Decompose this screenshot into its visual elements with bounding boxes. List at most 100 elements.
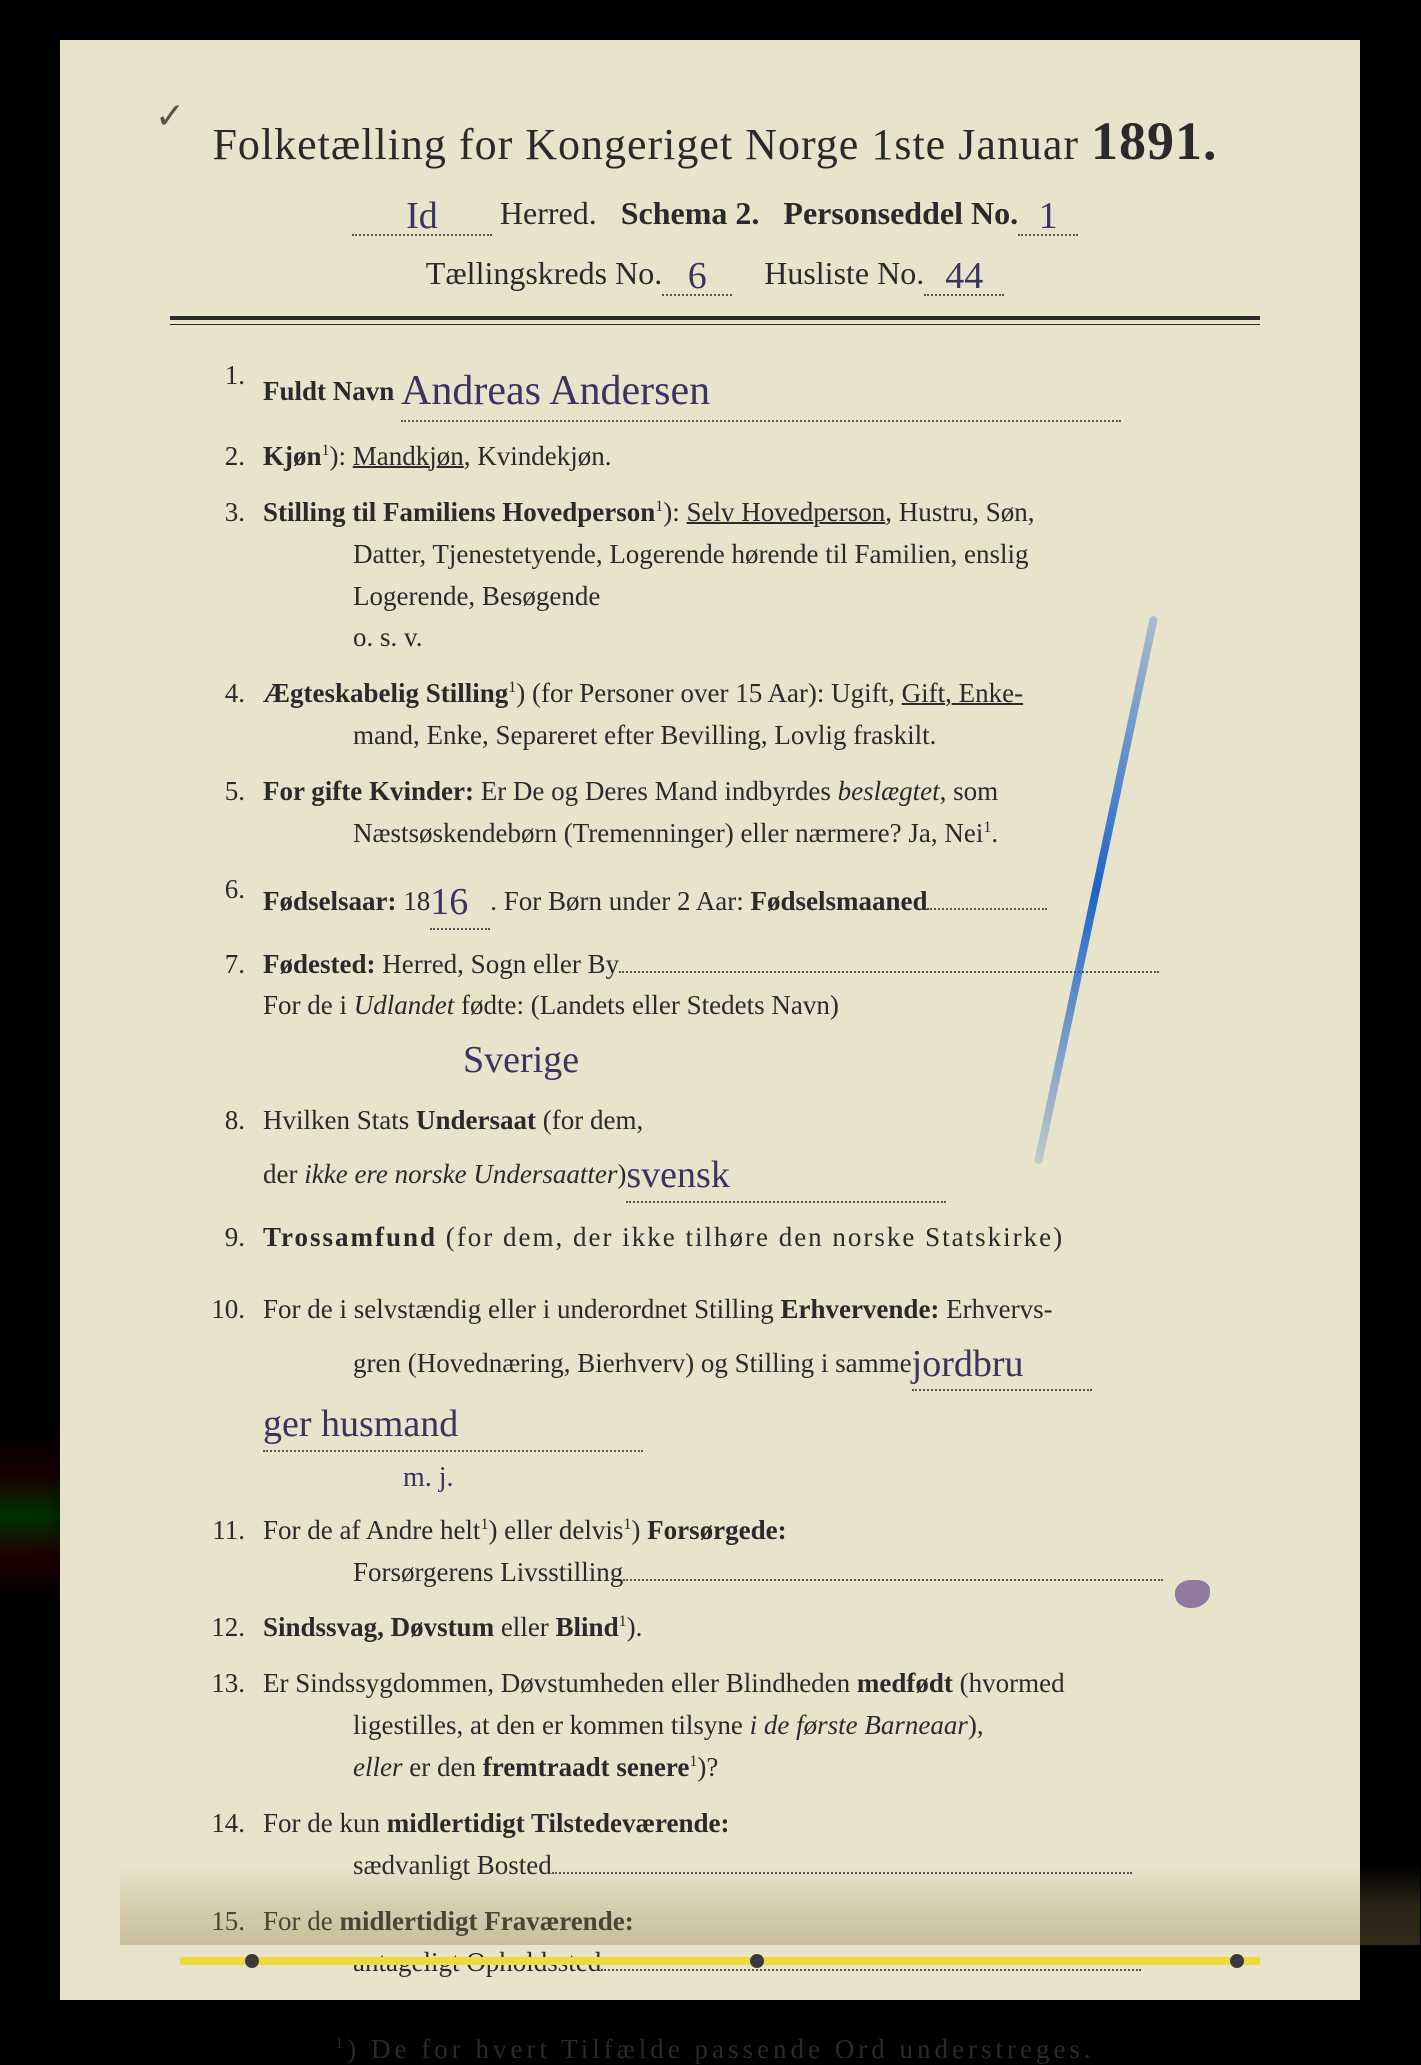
label: Stilling til Familiens Hovedperson <box>263 497 655 527</box>
row-num: 9. <box>190 1217 263 1259</box>
option-gift: Gift, <box>902 678 952 708</box>
label: Fuldt Navn <box>263 376 394 406</box>
label: Ægteskabelig Stilling <box>263 678 508 708</box>
label: medfødt <box>857 1668 953 1698</box>
rest: , Hustru, Søn, <box>885 497 1034 527</box>
occupation-value1: jordbru <box>912 1343 1024 1385</box>
line3a: eller <box>353 1752 402 1782</box>
label: Undersaat <box>416 1105 536 1135</box>
label: Fødselsaar: <box>263 886 396 916</box>
text1: For de kun <box>263 1808 387 1838</box>
binding-hole <box>245 1954 259 1968</box>
text: (for dem, der ikke tilhøre den norske St… <box>437 1222 1064 1252</box>
line2b: fødte: (Landets eller Stedets Navn) <box>454 990 839 1020</box>
row-10: 10. For de i selvstændig eller i underor… <box>190 1289 1240 1496</box>
footnote-text: ) De for hvert Tilfælde passende Ord und… <box>347 2034 1094 2064</box>
row-3: 3. Stilling til Familiens Hovedperson1):… <box>190 492 1240 659</box>
herred-label: Herred. <box>500 195 597 231</box>
mid: . For Børn under 2 Aar: <box>490 886 750 916</box>
text2: Erhvervs- <box>939 1294 1052 1324</box>
option-female: , Kvindekjøn. <box>464 441 612 471</box>
binding-hole <box>1230 1954 1244 1968</box>
italic: i de første Barneaar <box>750 1710 968 1740</box>
kreds-label: Tællingskreds No. <box>426 255 662 291</box>
label2: Blind <box>556 1612 619 1642</box>
birthplace-value: Sverige <box>463 1039 579 1081</box>
line2: For de i <box>263 990 354 1020</box>
line2: Datter, Tjenestetyende, Logerende hørend… <box>263 534 1240 576</box>
label: Sindssvag, Døvstum <box>263 1612 494 1642</box>
row-8: 8. Hvilken Stats Undersaat (for dem, der… <box>190 1100 1240 1203</box>
text: ): <box>330 441 353 471</box>
line2: Forsørgerens Livsstilling <box>353 1557 623 1587</box>
footnote: 1) De for hvert Tilfælde passende Ord un… <box>170 2034 1260 2065</box>
label: Fødested: <box>263 949 375 979</box>
line2b: ), <box>968 1710 984 1740</box>
italic: beslægtet <box>838 776 940 806</box>
row-num: 4. <box>190 673 263 757</box>
row-num: 7. <box>190 944 263 1087</box>
row-num: 2. <box>190 436 263 478</box>
prefix: 18 <box>396 886 430 916</box>
label: Trossamfund <box>263 1222 437 1252</box>
end: . <box>991 818 998 848</box>
census-page: ✓ Folketælling for Kongeriget Norge 1ste… <box>60 40 1360 2000</box>
title-year: 1891. <box>1091 111 1218 171</box>
name-value: Andreas Andersen <box>401 368 710 414</box>
label: Erhvervende: <box>780 1294 939 1324</box>
binding-thread <box>180 1957 1260 1965</box>
row-num: 8. <box>190 1100 263 1203</box>
text2: ) eller delvis <box>488 1515 623 1545</box>
text3: ) <box>631 1515 647 1545</box>
text: Herred, Sogn eller By <box>375 949 619 979</box>
text1: For de i selvstændig eller i underordnet… <box>263 1294 780 1324</box>
scan-edge <box>0 0 60 2048</box>
row-num: 1. <box>190 355 263 422</box>
husliste-label: Husliste No. <box>764 255 924 291</box>
row-num: 11. <box>190 1510 263 1594</box>
row-1: 1. Fuldt Navn Andreas Andersen <box>190 355 1240 422</box>
row-num: 6. <box>190 869 263 930</box>
label: Kjøn <box>263 441 322 471</box>
option-enke: Enke- <box>952 678 1023 708</box>
text: ) (for Personer over 15 Aar): Ugift, <box>516 678 901 708</box>
row-12: 12. Sindssvag, Døvstum eller Blind1). <box>190 1607 1240 1649</box>
option-self: Selv Hovedperson <box>687 497 886 527</box>
birth-year: 16 <box>430 881 468 923</box>
option-male: Mandkjøn <box>353 441 464 471</box>
label: Forsørgede: <box>647 1515 786 1545</box>
text: Er De og Deres Mand indbyrdes <box>474 776 838 806</box>
personseddel-value: 1 <box>1039 195 1058 237</box>
subtitle-line1: Id Herred. Schema 2. Personseddel No.1 <box>170 190 1260 236</box>
row-6: 6. Fødselsaar: 1816 . For Børn under 2 Aa… <box>190 869 1240 930</box>
herred-value: Id <box>406 195 438 237</box>
label: midlertidigt Tilstedeværende: <box>387 1808 730 1838</box>
italic: Udlandet <box>354 990 455 1020</box>
text2: (hvormed <box>953 1668 1065 1698</box>
row-2: 2. Kjøn1): Mandkjøn, Kvindekjøn. <box>190 436 1240 478</box>
row-9: 9. Trossamfund (for dem, der ikke tilhør… <box>190 1217 1240 1259</box>
title-text: Folketælling for Kongeriget Norge 1ste J… <box>212 120 1079 169</box>
line2: Næstsøskendebørn (Tremenninger) eller næ… <box>353 818 983 848</box>
schema-label: Schema 2. <box>621 195 760 231</box>
end: )? <box>697 1752 718 1782</box>
sup: 1 <box>322 442 330 459</box>
main-title: Folketælling for Kongeriget Norge 1ste J… <box>170 110 1260 172</box>
row-5: 5. For gifte Kvinder: Er De og Deres Man… <box>190 771 1240 855</box>
binding-hole <box>750 1954 764 1968</box>
label: For gifte Kvinder: <box>263 776 474 806</box>
divider <box>170 316 1260 325</box>
label2: Fødselsmaaned <box>750 886 927 916</box>
row-num: 3. <box>190 492 263 659</box>
subtitle-line2: Tællingskreds No.6 Husliste No.44 <box>170 250 1260 296</box>
occupation-value2: ger husmand <box>263 1403 458 1445</box>
occupation-value3: m. j. <box>403 1462 454 1493</box>
text: ): <box>663 497 686 527</box>
text2: (for dem, <box>536 1105 643 1135</box>
row-num: 10. <box>190 1289 263 1496</box>
row-11: 11. For de af Andre helt1) eller delvis1… <box>190 1510 1240 1594</box>
line2: der <box>263 1159 304 1189</box>
line4: o. s. v. <box>263 617 1240 659</box>
line2: ligestilles, at den er kommen tilsyne <box>353 1710 750 1740</box>
end: ). <box>627 1612 643 1642</box>
